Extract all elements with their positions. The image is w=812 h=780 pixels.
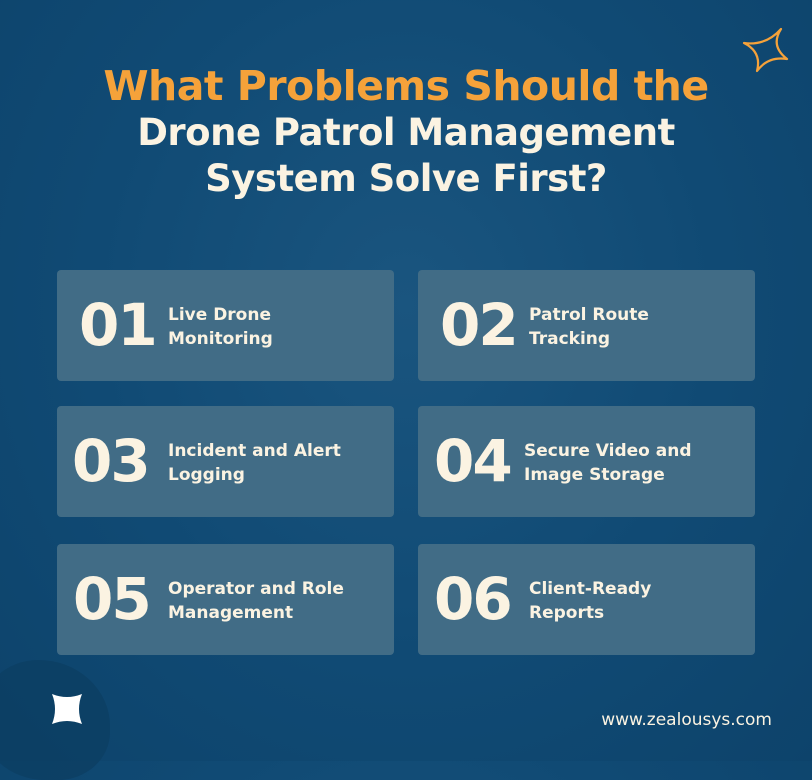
problem-card-02: 02 Patrol Route Tracking xyxy=(418,270,755,381)
card-label-line-2: Logging xyxy=(168,465,245,485)
card-number: 03 xyxy=(72,427,151,495)
card-label: Patrol Route Tracking xyxy=(529,303,649,351)
problem-card-05: 05 Operator and Role Management xyxy=(57,544,394,655)
card-label: Secure Video and Image Storage xyxy=(524,439,692,487)
card-label-line-2: Reports xyxy=(529,603,605,623)
card-label-line-1: Patrol Route xyxy=(529,305,649,325)
sparkle-outline-icon xyxy=(742,27,789,73)
card-label-line-2: Tracking xyxy=(529,329,611,349)
card-number: 04 xyxy=(434,427,513,495)
title-line-1: What Problems Should the xyxy=(103,62,709,110)
card-number: 01 xyxy=(79,291,158,359)
card-label-line-1: Live Drone xyxy=(168,305,271,325)
website-url: www.zealousys.com xyxy=(601,710,772,730)
sparkle-filled-icon xyxy=(52,694,82,724)
card-number: 06 xyxy=(434,565,513,633)
problem-card-04: 04 Secure Video and Image Storage xyxy=(418,406,755,517)
title-line-2: Drone Patrol Management xyxy=(137,111,675,154)
problem-card-01: 01 Live Drone Monitoring xyxy=(57,270,394,381)
card-label: Operator and Role Management xyxy=(168,577,344,625)
card-label: Incident and Alert Logging xyxy=(168,439,341,487)
card-label: Client-Ready Reports xyxy=(529,577,651,625)
title-line-3: System Solve First? xyxy=(205,157,607,200)
card-label-line-1: Operator and Role xyxy=(168,579,344,599)
card-label-line-2: Image Storage xyxy=(524,465,665,485)
card-label-line-2: Management xyxy=(168,603,294,623)
card-number: 02 xyxy=(440,291,519,359)
card-label: Live Drone Monitoring xyxy=(168,303,273,351)
card-label-line-1: Secure Video and xyxy=(524,441,692,461)
problem-card-06: 06 Client-Ready Reports xyxy=(418,544,755,655)
card-number: 05 xyxy=(73,565,152,633)
card-label-line-1: Incident and Alert xyxy=(168,441,341,461)
card-label-line-1: Client-Ready xyxy=(529,579,652,599)
problem-card-03: 03 Incident and Alert Logging xyxy=(57,406,394,517)
card-label-line-2: Monitoring xyxy=(168,329,273,349)
